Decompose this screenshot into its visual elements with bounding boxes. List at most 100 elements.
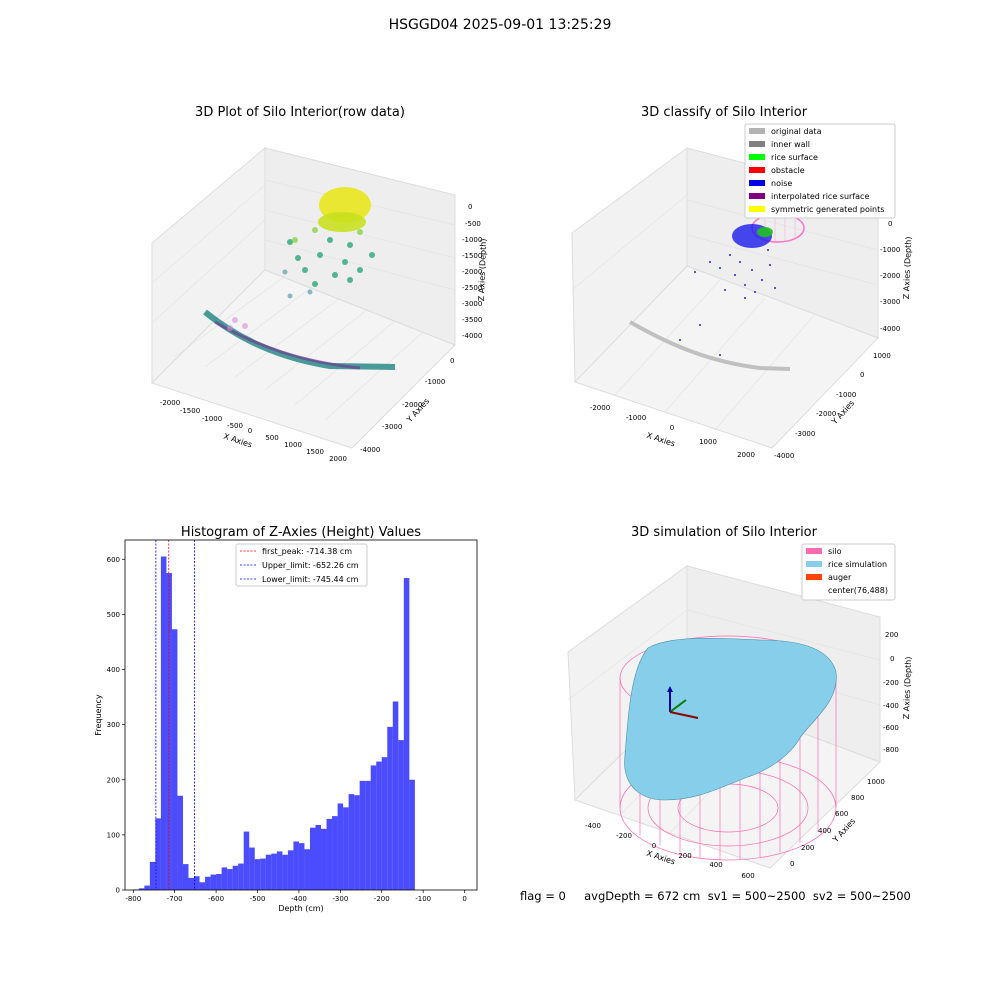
classify-z-tick: -1000	[880, 246, 900, 254]
raw-x-tick: 1500	[306, 448, 324, 456]
y-tick-label: 300	[107, 721, 120, 729]
simulation-y-tick: 800	[851, 794, 864, 802]
legend-swatch	[749, 128, 765, 134]
classify-x-tick: 0	[670, 424, 674, 432]
x-tick-label: -800	[125, 895, 141, 903]
y-tick-label: 500	[107, 611, 120, 619]
simulation-x-tick: 400	[709, 861, 722, 869]
simulation-z-tick: 0	[890, 655, 894, 663]
histogram-bar	[337, 803, 344, 890]
auger-axes-icon	[667, 686, 699, 719]
x-tick-label: -100	[415, 895, 431, 903]
histogram-bar	[210, 874, 217, 890]
classify-y-tick: -4000	[774, 452, 794, 460]
histogram-bar	[232, 865, 239, 890]
legend-swatch	[806, 561, 822, 567]
simulation-z-ticks: 200 0 -200 -400 -600 -800	[883, 631, 899, 754]
histogram-bar	[321, 828, 327, 890]
simulation-x-ticks: -400 -200 0 200 400 600	[585, 822, 755, 880]
y-tick-label: 200	[107, 776, 120, 784]
classify-xlabel: X Axies	[645, 431, 676, 449]
classify-x-tick: -2000	[590, 404, 610, 412]
classify-y-ticks: 1000 0 -1000 -2000 -3000 -4000	[774, 352, 891, 460]
classify-x-tick: -1000	[626, 414, 646, 422]
raw-z-ticks: 0 -500 -1000 -1500 -2000 -2500 -3000 -35…	[462, 203, 482, 340]
histogram-bar	[144, 885, 150, 890]
histogram-bar	[315, 824, 322, 890]
raw-z-tick: -2500	[462, 284, 482, 292]
histogram-bar	[216, 874, 222, 890]
histogram-bar	[348, 794, 355, 890]
histogram-bar	[403, 578, 410, 890]
legend-swatch	[749, 141, 765, 147]
figure-footer-status: flag = 0 avgDepth = 672 cm sv1 = 500~250…	[520, 889, 911, 903]
histogram-bar	[376, 761, 382, 890]
simulation-x-tick: 600	[741, 872, 754, 880]
histogram-bar	[271, 853, 277, 890]
histogram-bar	[309, 827, 316, 890]
histogram-bar	[160, 556, 167, 890]
raw-z-tick: -1000	[462, 236, 482, 244]
legend-label: interpolated rice surface	[771, 192, 869, 201]
raw-y-tick: -1000	[425, 378, 445, 386]
histogram-bar	[304, 849, 310, 890]
histogram-bar	[166, 573, 172, 890]
raw-zlabel: Z Axies (Depth)	[477, 238, 488, 301]
simulation-x-tick: 200	[678, 852, 691, 860]
x-tick-label: -600	[208, 895, 224, 903]
legend-swatch	[749, 180, 765, 186]
histogram-bar	[243, 831, 250, 890]
histogram-bar	[409, 779, 415, 890]
histogram-bar	[365, 780, 371, 890]
classify-y-tick: -2000	[816, 410, 836, 418]
raw-x-tick: -500	[227, 422, 243, 430]
raw-x-tick: 500	[265, 434, 278, 442]
panel-histogram: Histogram of Z-Axies (Height) Values -80…	[94, 525, 478, 913]
legend-label: symmetric generated points	[771, 205, 884, 214]
x-tick-label: -200	[374, 895, 390, 903]
legend-label: noise	[771, 179, 792, 188]
histogram-bar	[155, 818, 161, 890]
simulation-zlabel: Z Axies (Depth)	[902, 656, 913, 719]
simulation-ylabel: Y Axies	[830, 817, 857, 845]
classify-z-ticks: 0 -1000 -2000 -3000 -4000	[880, 220, 900, 333]
raw-z-tick: -2000	[462, 268, 482, 276]
classify-x-tick: 1000	[699, 438, 717, 446]
legend-swatch	[749, 206, 765, 212]
raw-x-tick: -1000	[202, 415, 222, 423]
simulation-x-tick: -200	[616, 832, 632, 840]
legend-label: silo	[828, 547, 842, 556]
raw-title: 3D Plot of Silo Interior(row data)	[195, 105, 405, 120]
legend-label: auger	[828, 573, 852, 582]
panel-raw-3d: 3D Plot of Silo Interior(row data)	[151, 105, 488, 463]
raw-x-ticks: -2000 -1500 -1000 -500 0 500 1000 1500 2…	[160, 399, 347, 463]
histogram-bar	[359, 780, 366, 890]
histogram-title: Histogram of Z-Axies (Height) Values	[181, 525, 421, 540]
raw-x-tick: 1000	[284, 441, 302, 449]
histogram-bar	[254, 859, 261, 890]
histogram-bar	[149, 861, 156, 890]
classify-legend: original data inner wall rice surface ob…	[744, 123, 896, 219]
simulation-x-tick: 0	[652, 842, 656, 850]
histogram-bar	[354, 795, 360, 890]
x-tick-label: -400	[291, 895, 307, 903]
legend-label: inner wall	[771, 140, 810, 149]
legend-swatch	[749, 154, 765, 160]
histogram-bar	[194, 876, 200, 890]
y-tick-label: 600	[107, 556, 120, 564]
histogram-bar	[343, 807, 349, 890]
histogram-bar	[326, 818, 333, 890]
histogram-bar	[177, 795, 183, 890]
simulation-y-tick: 0	[790, 860, 794, 868]
raw-z-tick: -500	[465, 220, 481, 228]
x-tick-label: 0	[462, 895, 466, 903]
y-tick-label: 0	[116, 887, 120, 895]
histogram-bar	[293, 841, 299, 890]
legend-swatch	[806, 574, 822, 580]
legend-lower-limit: Lower_limit: -745.44 cm	[262, 575, 359, 584]
histogram-bar	[298, 843, 305, 890]
simulation-z-tick: -400	[883, 702, 899, 710]
histogram-bar	[381, 757, 388, 890]
raw-z-tick: -1500	[462, 252, 482, 260]
